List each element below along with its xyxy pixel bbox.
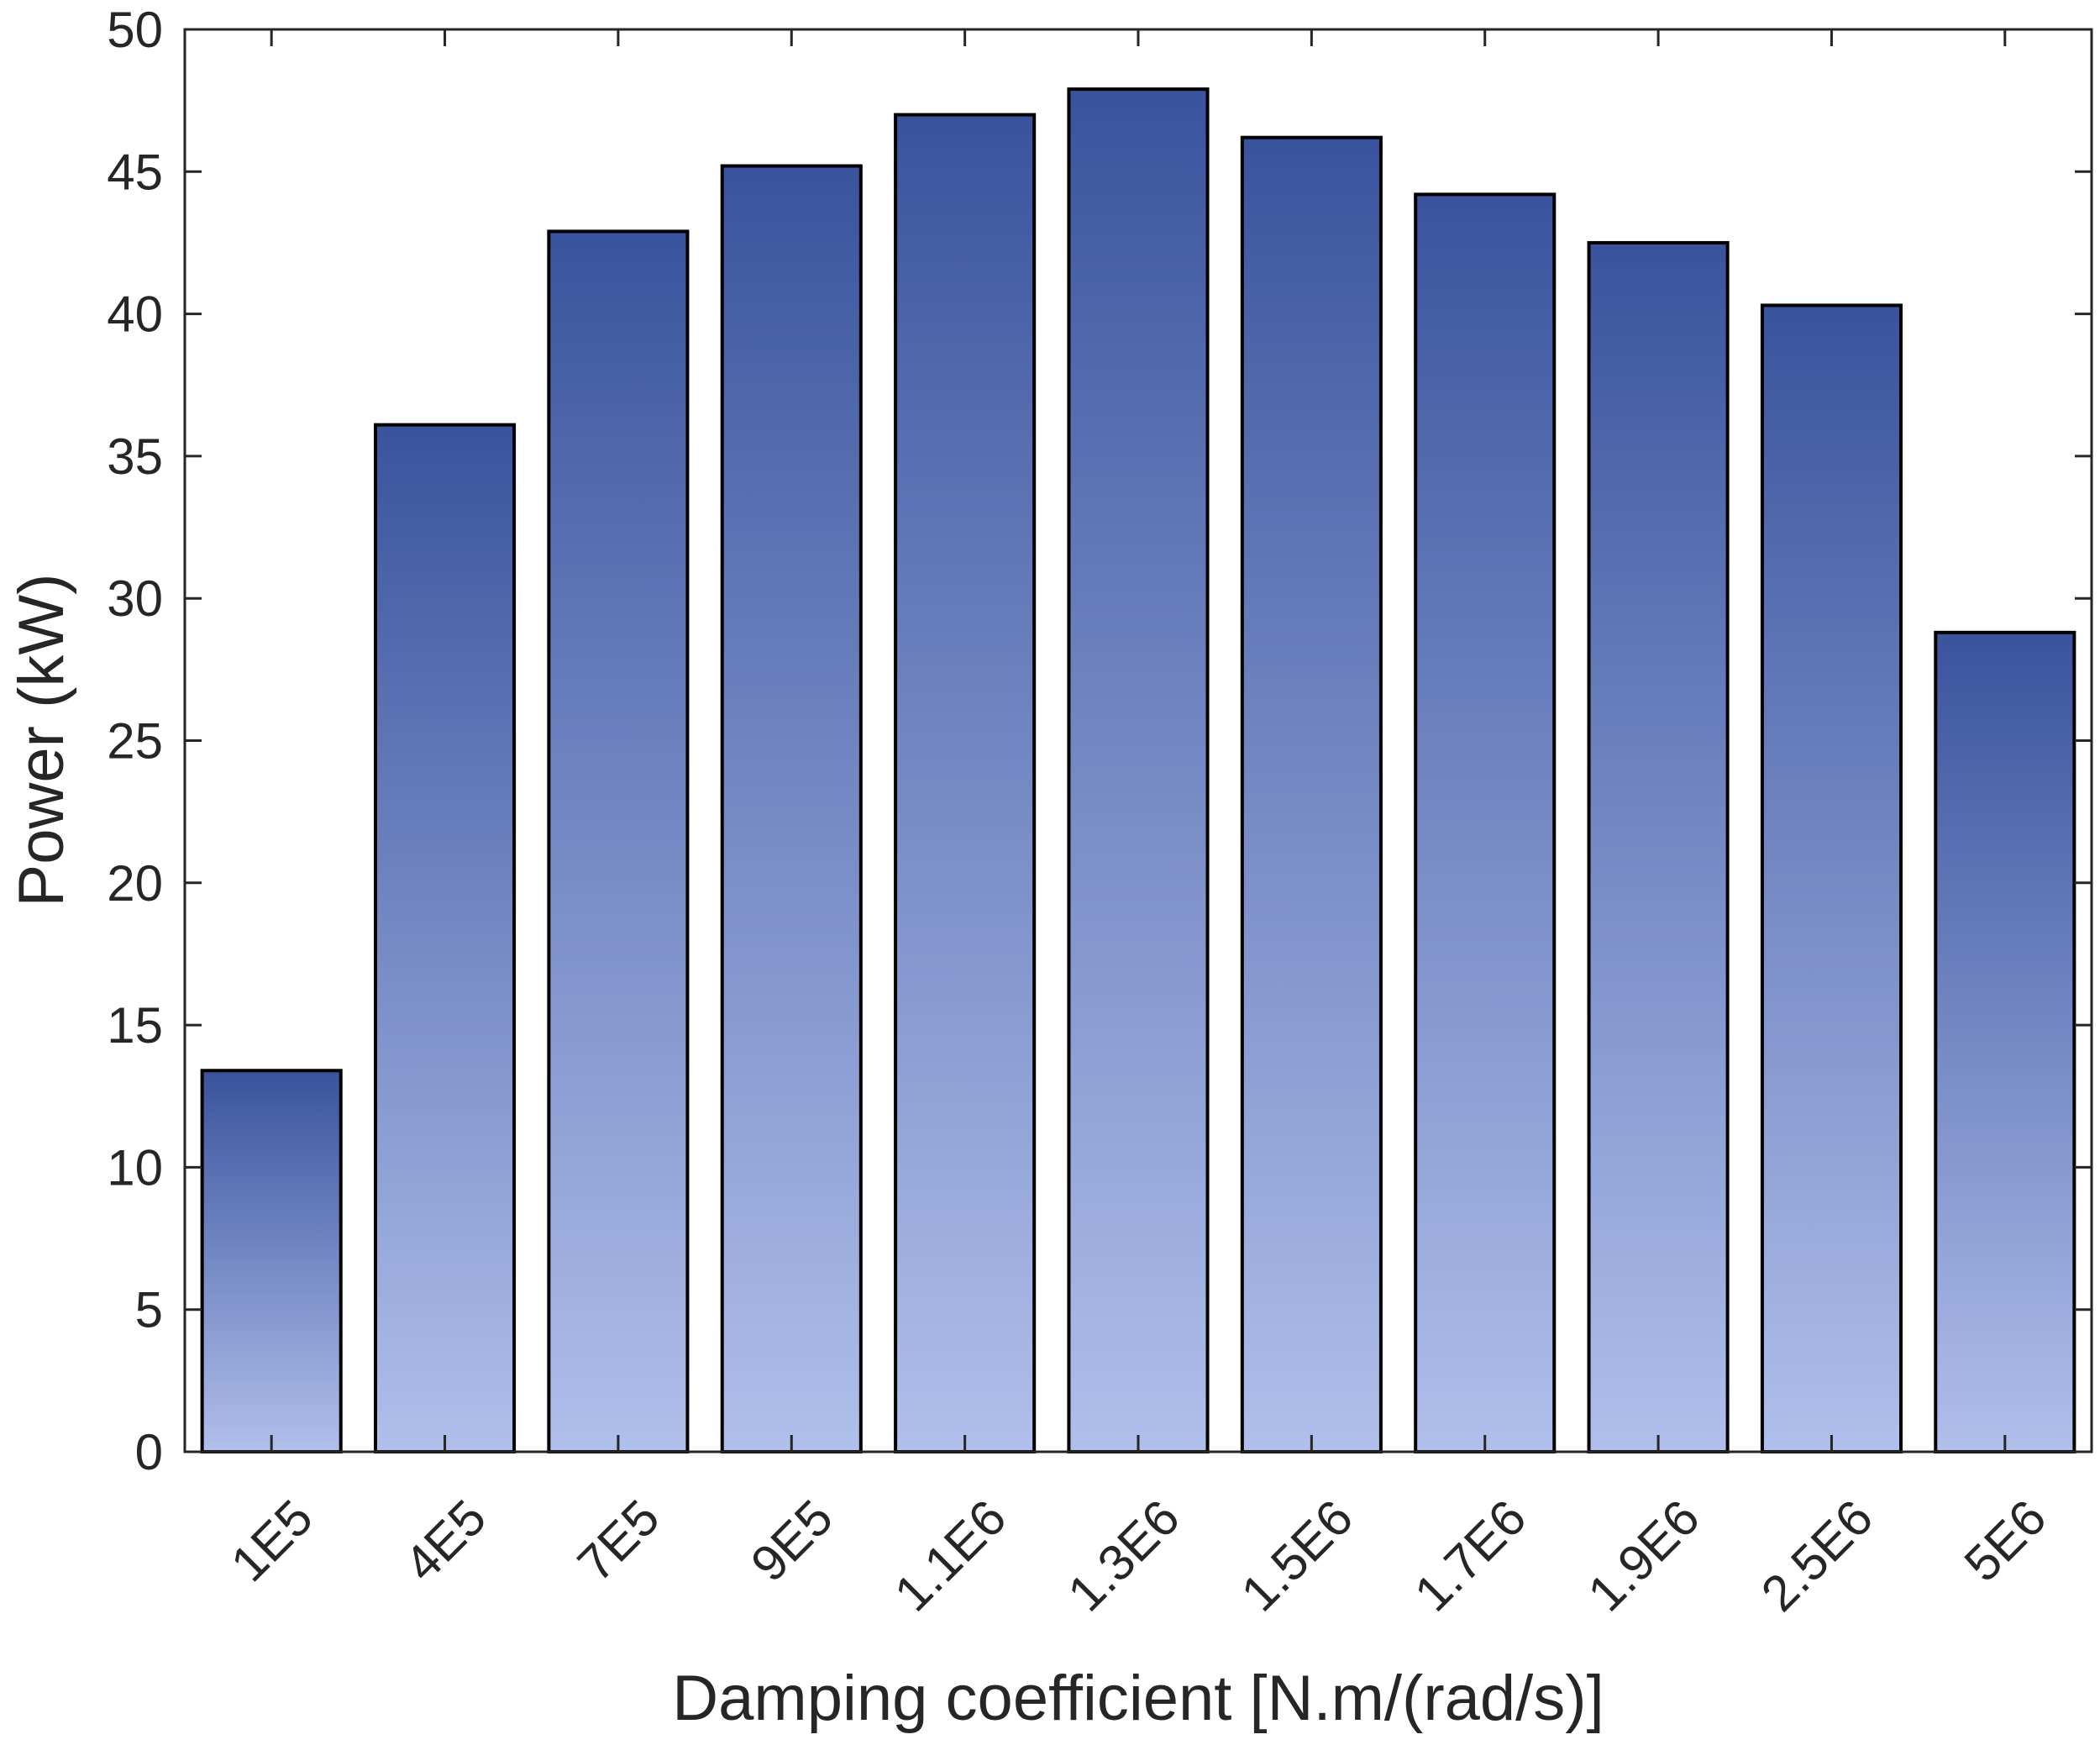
y-tick-label: 35	[107, 428, 163, 485]
y-tick-label: 45	[107, 144, 163, 200]
x-axis-title: Damping coefficient [N.m/(rad/s)]	[672, 1663, 1604, 1734]
y-axis-title: Power (kW)	[6, 574, 77, 907]
x-tick-label: 1.5E6	[1231, 1489, 1363, 1621]
x-tick-label: 7E5	[567, 1489, 670, 1592]
y-tick-labels: 0 5 10 15 20 25 30 35 40 45 50	[107, 2, 163, 1480]
bar-1.3E6	[1067, 87, 1210, 1454]
x-tick-label: 1.1E6	[884, 1489, 1016, 1621]
bar-4E5	[374, 423, 517, 1453]
x-tick-label: 1.9E6	[1578, 1489, 1710, 1621]
x-tick-label: 5E6	[1954, 1489, 2057, 1592]
bar-2.5E6	[1760, 303, 1903, 1453]
y-tick-label: 50	[107, 2, 163, 58]
y-tick-label: 15	[107, 997, 163, 1054]
bar-1.7E6	[1414, 192, 1557, 1454]
bar-1.1E6	[894, 113, 1037, 1454]
bar-7E5	[547, 229, 690, 1453]
bars-layer	[200, 87, 2076, 1454]
x-tick-label: 9E5	[740, 1489, 843, 1592]
x-tick-label: 1.7E6	[1404, 1489, 1536, 1621]
x-tick-label: 4E5	[393, 1489, 496, 1592]
x-tick-label: 1E5	[220, 1489, 323, 1592]
bar-1.9E6	[1587, 240, 1730, 1454]
y-tick-label: 30	[107, 570, 163, 627]
bar-9E5	[720, 164, 863, 1454]
y-tick-label: 0	[135, 1424, 163, 1480]
y-tick-label: 10	[107, 1139, 163, 1196]
y-tick-label: 40	[107, 286, 163, 343]
y-tick-label: 20	[107, 855, 163, 912]
y-tick-label: 25	[107, 713, 163, 770]
x-tick-label: 1.3E6	[1057, 1489, 1189, 1621]
bar-5E6	[1934, 630, 2076, 1453]
y-tick-label: 5	[135, 1282, 163, 1338]
bar-1.5E6	[1240, 135, 1383, 1454]
bar-1E5	[200, 1069, 343, 1453]
x-tick-labels: 1E5 4E5 7E5 9E5 1.1E6 1.3E6 1.5E6 1.7E6 1.9E6 2.5…	[220, 1489, 2057, 1621]
x-tick-label: 2.5E6	[1751, 1489, 1883, 1621]
ticks-layer	[185, 28, 2092, 1453]
